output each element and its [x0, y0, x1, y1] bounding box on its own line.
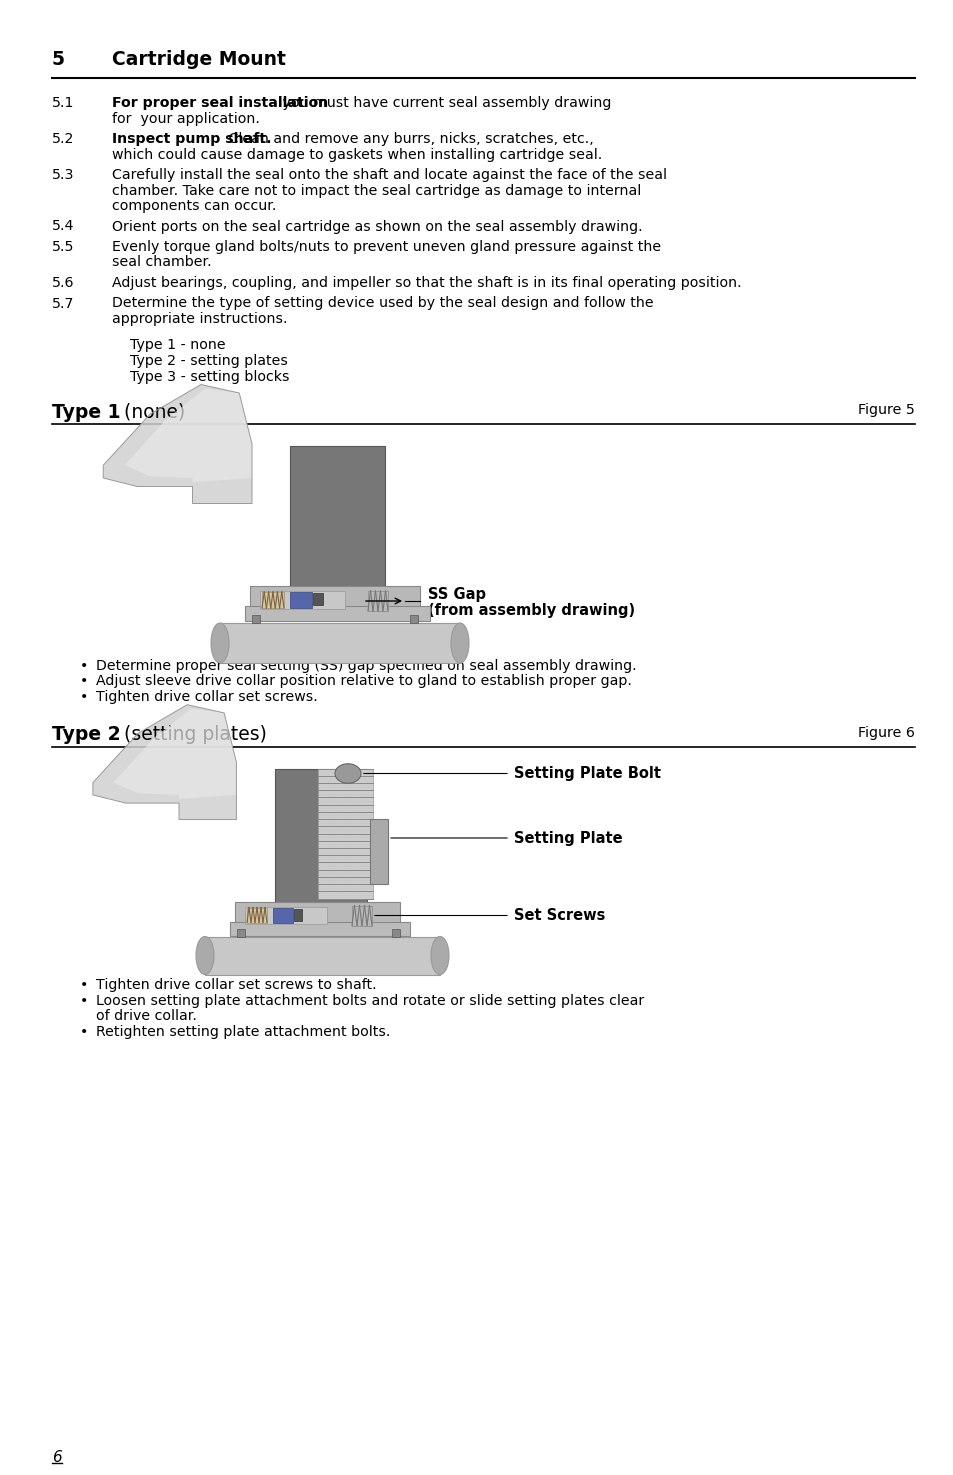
Text: 5.7: 5.7: [52, 296, 74, 311]
Bar: [220, 622, 459, 662]
Text: components can occur.: components can occur.: [112, 199, 276, 212]
Bar: [313, 593, 323, 605]
Text: 5.4: 5.4: [52, 220, 74, 233]
Bar: [294, 909, 302, 920]
Text: chamber. Take care not to impact the seal cartridge as damage to internal: chamber. Take care not to impact the sea…: [112, 183, 640, 198]
Text: •: •: [80, 994, 89, 1007]
Text: Setting Plate: Setting Plate: [514, 830, 622, 845]
Polygon shape: [113, 709, 236, 799]
Text: Inspect pump shaft.: Inspect pump shaft.: [112, 131, 272, 146]
Bar: [352, 906, 372, 925]
FancyBboxPatch shape: [274, 768, 367, 904]
Text: Cartridge Mount: Cartridge Mount: [112, 50, 286, 69]
Text: (from assembly drawing): (from assembly drawing): [428, 603, 635, 618]
Text: 5.1: 5.1: [52, 96, 74, 111]
Bar: [262, 591, 284, 608]
Text: Type 2 - setting plates: Type 2 - setting plates: [130, 354, 288, 367]
Text: Tighten drive collar set screws.: Tighten drive collar set screws.: [96, 690, 317, 704]
Text: Type 1 - none: Type 1 - none: [130, 338, 226, 353]
Text: (none): (none): [112, 403, 185, 422]
Text: Type 2: Type 2: [52, 726, 120, 745]
Text: for  your application.: for your application.: [112, 112, 259, 125]
Text: Adjust sleeve drive collar position relative to gland to establish proper gap.: Adjust sleeve drive collar position rela…: [96, 674, 631, 689]
Ellipse shape: [431, 937, 449, 975]
Ellipse shape: [195, 937, 213, 975]
Text: 6: 6: [52, 1450, 62, 1465]
Text: SS Gap: SS Gap: [428, 587, 485, 602]
Text: Figure 5: Figure 5: [858, 403, 914, 417]
Bar: [370, 819, 388, 884]
Bar: [230, 922, 410, 935]
Bar: [260, 591, 345, 609]
Ellipse shape: [335, 764, 360, 783]
Bar: [250, 586, 419, 608]
Bar: [410, 615, 417, 622]
Text: •: •: [80, 978, 89, 993]
Bar: [234, 901, 399, 923]
Text: Tighten drive collar set screws to shaft.: Tighten drive collar set screws to shaft…: [96, 978, 376, 993]
Bar: [290, 591, 312, 608]
Text: you must have current seal assembly drawing: you must have current seal assembly draw…: [277, 96, 610, 111]
Text: •: •: [80, 674, 89, 689]
Bar: [392, 928, 399, 937]
Text: Retighten setting plate attachment bolts.: Retighten setting plate attachment bolts…: [96, 1025, 390, 1038]
Bar: [252, 615, 260, 622]
Bar: [317, 768, 373, 898]
Text: Type 1: Type 1: [52, 403, 120, 422]
Text: 5.3: 5.3: [52, 168, 74, 181]
Text: 5: 5: [52, 50, 65, 69]
Text: Clean and remove any burrs, nicks, scratches, etc.,: Clean and remove any burrs, nicks, scrat…: [224, 131, 594, 146]
Text: Evenly torque gland bolts/nuts to prevent uneven gland pressure against the: Evenly torque gland bolts/nuts to preven…: [112, 240, 660, 254]
Text: Figure 6: Figure 6: [858, 726, 914, 739]
Bar: [368, 591, 388, 611]
Ellipse shape: [211, 622, 229, 662]
Bar: [273, 907, 293, 922]
Polygon shape: [103, 385, 252, 503]
Text: 5.2: 5.2: [52, 131, 74, 146]
FancyBboxPatch shape: [290, 445, 385, 591]
Text: 5.6: 5.6: [52, 276, 74, 291]
Ellipse shape: [451, 622, 469, 662]
Polygon shape: [92, 705, 236, 820]
Text: Orient ports on the seal cartridge as shown on the seal assembly drawing.: Orient ports on the seal cartridge as sh…: [112, 220, 642, 233]
Bar: [247, 907, 267, 922]
Text: Loosen setting plate attachment bolts and rotate or slide setting plates clear: Loosen setting plate attachment bolts an…: [96, 994, 643, 1007]
Text: which could cause damage to gaskets when installing cartridge seal.: which could cause damage to gaskets when…: [112, 148, 601, 161]
Text: •: •: [80, 690, 89, 704]
Text: •: •: [80, 1025, 89, 1038]
Text: (setting plates): (setting plates): [112, 726, 267, 745]
Text: Adjust bearings, coupling, and impeller so that the shaft is in its final operat: Adjust bearings, coupling, and impeller …: [112, 276, 740, 291]
Bar: [236, 928, 245, 937]
Text: Carefully install the seal onto the shaft and locate against the face of the sea: Carefully install the seal onto the shaf…: [112, 168, 666, 181]
Bar: [245, 606, 430, 621]
Text: seal chamber.: seal chamber.: [112, 255, 212, 270]
Text: appropriate instructions.: appropriate instructions.: [112, 313, 287, 326]
Bar: [205, 937, 439, 975]
Text: For proper seal installation: For proper seal installation: [112, 96, 328, 111]
Polygon shape: [125, 389, 252, 482]
Text: of drive collar.: of drive collar.: [96, 1009, 196, 1024]
Text: •: •: [80, 659, 89, 673]
Text: 5.5: 5.5: [52, 240, 74, 254]
Text: Determine proper seal setting (SS) gap specified on seal assembly drawing.: Determine proper seal setting (SS) gap s…: [96, 659, 636, 673]
Text: Set Screws: Set Screws: [514, 909, 605, 923]
Bar: [245, 907, 327, 923]
Text: Setting Plate Bolt: Setting Plate Bolt: [514, 766, 660, 780]
Text: Type 3 - setting blocks: Type 3 - setting blocks: [130, 370, 289, 384]
Text: Determine the type of setting device used by the seal design and follow the: Determine the type of setting device use…: [112, 296, 653, 311]
